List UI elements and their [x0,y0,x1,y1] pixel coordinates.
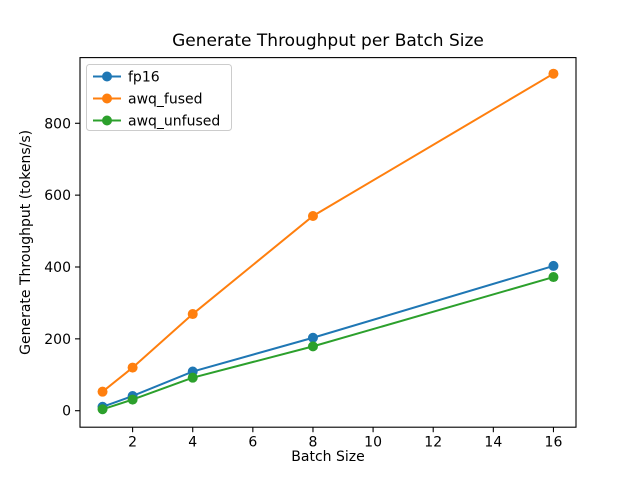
x-tick-label: 14 [484,435,502,451]
legend-box [86,64,232,131]
legend-marker-sample [102,115,112,126]
chart-title: Generate Throughput per Batch Size [172,31,484,51]
x-tick-label: 10 [364,435,382,451]
axes-spines [79,57,577,428]
point-fp16-bs16 [548,260,559,271]
legend-label: awq_unfused [128,114,220,130]
y-tick-label: 400 [44,260,71,276]
x-tick-label: 12 [424,435,442,451]
x-tick-label: 2 [128,435,137,451]
x-axis-label: Batch Size [291,449,364,465]
legend-marker-sample [102,93,112,104]
point-awq_unfused-bs4 [187,372,198,383]
legend-entry-fp16: fp16 [93,70,160,86]
point-awq_unfused-bs1 [97,404,108,415]
point-awq_unfused-bs8 [307,341,318,352]
point-awq_fused-bs4 [187,309,198,320]
y-axis-label: Generate Throughput (tokens/s) [18,130,34,355]
legend: fp16 awq_fused awq_unfused [86,64,232,131]
y-tick-label: 0 [62,404,71,420]
legend-label: fp16 [128,70,160,86]
x-tick-label: 4 [188,435,197,451]
point-awq_fused-bs16 [548,68,559,79]
y-tick-label: 600 [44,188,71,204]
point-awq_unfused-bs16 [548,272,559,283]
point-awq_fused-bs2 [127,362,138,373]
legend-marker-sample [102,71,112,82]
y-tick-label: 800 [44,116,71,132]
plot-area: 2 4 6 8 10 12 14 16 0 200 400 600 800 [44,57,577,451]
legend-entry-awq_unfused: awq_unfused [93,114,220,130]
series-line-awq_unfused [101,276,555,411]
y-tick-label: 200 [44,332,71,348]
point-awq_fused-bs1 [97,386,108,397]
point-awq_unfused-bs2 [127,394,138,405]
point-fp16-bs8 [307,332,318,343]
x-tick-label: 16 [545,435,563,451]
x-tick-label: 8 [309,435,318,451]
legend-entry-awq_fused: awq_fused [93,92,203,108]
point-awq_fused-bs8 [307,210,318,221]
legend-label: awq_fused [128,92,203,108]
x-tick-label: 6 [248,435,257,451]
